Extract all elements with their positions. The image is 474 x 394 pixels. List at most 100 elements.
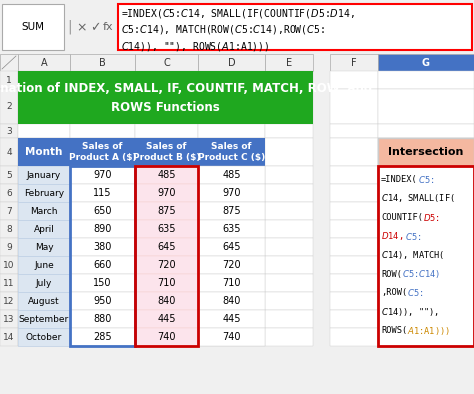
Text: COUNTIF(: COUNTIF( xyxy=(381,213,423,222)
Bar xyxy=(265,138,313,166)
Bar xyxy=(198,292,265,310)
Text: ,ROW(: ,ROW( xyxy=(381,288,407,297)
Bar xyxy=(0,166,18,184)
Bar xyxy=(135,310,198,328)
Bar xyxy=(378,274,474,292)
Bar xyxy=(70,89,135,124)
Bar xyxy=(198,328,265,346)
Bar xyxy=(70,328,135,346)
Bar xyxy=(70,184,135,202)
Text: 12: 12 xyxy=(3,297,15,305)
Text: 645: 645 xyxy=(157,242,176,252)
Bar xyxy=(198,166,265,184)
Text: 635: 635 xyxy=(157,224,176,234)
Text: February: February xyxy=(24,188,64,197)
Bar xyxy=(70,256,135,274)
Bar xyxy=(330,310,378,328)
Bar xyxy=(70,274,135,292)
Text: August: August xyxy=(28,297,60,305)
Text: $D$14,: $D$14, xyxy=(381,230,405,242)
Text: $D$5:: $D$5: xyxy=(423,212,440,223)
Bar xyxy=(330,54,378,71)
Text: 445: 445 xyxy=(222,314,241,324)
Text: Sales of
Product C ($): Sales of Product C ($) xyxy=(198,142,265,162)
Bar xyxy=(135,138,198,166)
Bar xyxy=(135,256,198,274)
Bar xyxy=(18,54,70,71)
Text: 650: 650 xyxy=(93,206,112,216)
Bar xyxy=(18,328,70,346)
Bar xyxy=(70,138,135,166)
Text: ✓: ✓ xyxy=(90,22,100,35)
Text: $C$14), MATCH(: $C$14), MATCH( xyxy=(381,249,445,261)
Bar xyxy=(330,256,378,274)
Bar xyxy=(18,138,70,166)
Bar xyxy=(135,274,198,292)
Bar xyxy=(18,256,70,274)
Text: 4: 4 xyxy=(6,147,12,156)
Text: 720: 720 xyxy=(222,260,241,270)
Bar xyxy=(18,238,70,256)
Bar xyxy=(135,238,198,256)
Bar xyxy=(18,71,313,124)
Bar xyxy=(70,274,135,292)
Bar xyxy=(378,89,474,124)
Bar xyxy=(18,220,70,238)
Text: 875: 875 xyxy=(157,206,176,216)
Bar xyxy=(198,184,265,202)
Text: =INDEX($C$5:$C$14, SMALL(IF(COUNTIF($D$5:$D$14,
$C$5:$C$14), MATCH(ROW($C$5:$C$1: =INDEX($C$5:$C$14, SMALL(IF(COUNTIF($D$5… xyxy=(121,7,355,53)
Bar xyxy=(0,238,18,256)
Bar xyxy=(265,310,313,328)
Bar xyxy=(265,256,313,274)
Bar xyxy=(330,184,378,202)
Bar xyxy=(70,124,135,138)
Bar xyxy=(378,138,474,166)
Bar xyxy=(135,124,198,138)
Bar xyxy=(378,124,474,138)
Bar xyxy=(378,184,474,202)
Bar xyxy=(378,202,474,220)
Bar xyxy=(330,292,378,310)
Bar xyxy=(198,220,265,238)
Bar xyxy=(135,256,198,274)
Bar xyxy=(135,166,198,184)
Text: $C$5:$C$14): $C$5:$C$14) xyxy=(402,268,440,280)
Bar xyxy=(18,71,70,89)
Bar xyxy=(198,310,265,328)
Text: fx: fx xyxy=(103,22,113,32)
Bar xyxy=(265,220,313,238)
Text: 5: 5 xyxy=(6,171,12,180)
Text: 445: 445 xyxy=(157,314,176,324)
Bar xyxy=(18,202,70,220)
Bar xyxy=(135,274,198,292)
Text: 740: 740 xyxy=(222,332,241,342)
Text: July: July xyxy=(36,279,52,288)
Text: 2: 2 xyxy=(6,102,12,111)
Bar xyxy=(18,310,70,328)
Text: ROWS(: ROWS( xyxy=(381,326,407,335)
Text: 635: 635 xyxy=(222,224,241,234)
Bar xyxy=(70,202,135,220)
Text: $C$5:: $C$5: xyxy=(418,174,434,185)
Bar xyxy=(18,310,70,328)
Bar xyxy=(330,238,378,256)
Bar xyxy=(135,292,198,310)
Text: 485: 485 xyxy=(222,170,241,180)
Text: 880: 880 xyxy=(93,314,112,324)
Text: 3: 3 xyxy=(6,126,12,136)
Text: 970: 970 xyxy=(157,188,176,198)
Bar xyxy=(198,89,265,124)
Bar xyxy=(198,202,265,220)
Bar xyxy=(0,220,18,238)
Text: =INDEX(: =INDEX( xyxy=(381,175,418,184)
Bar xyxy=(0,292,18,310)
Bar xyxy=(198,310,265,328)
Bar xyxy=(135,89,198,124)
Bar xyxy=(0,1,474,53)
Text: C: C xyxy=(163,58,170,67)
Text: G: G xyxy=(422,58,430,67)
Text: January: January xyxy=(27,171,61,180)
Bar xyxy=(118,4,472,50)
Bar xyxy=(198,124,265,138)
Bar xyxy=(378,310,474,328)
